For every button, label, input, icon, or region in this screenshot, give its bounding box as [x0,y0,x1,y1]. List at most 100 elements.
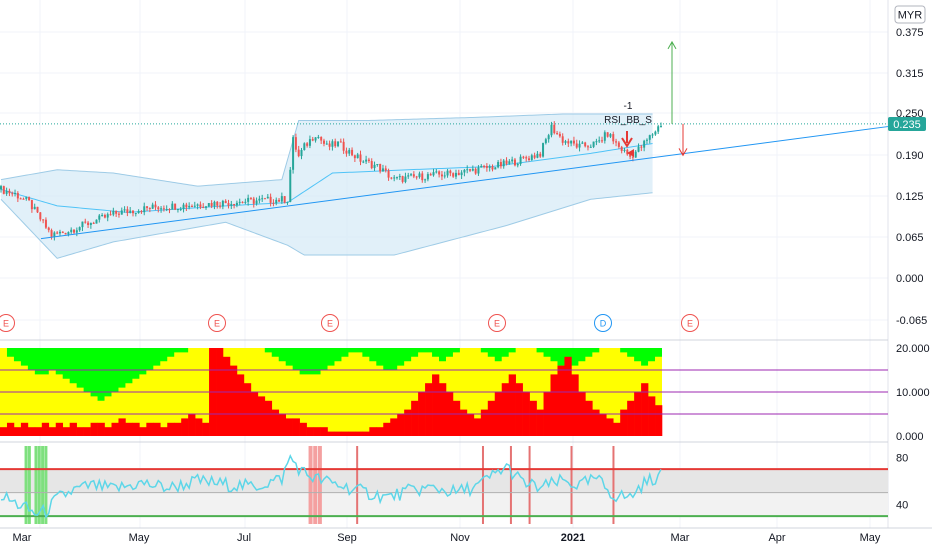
candle-body [623,149,626,151]
red-zone-bar [564,356,572,436]
red-zone-bar [90,422,98,436]
trend-line [40,126,889,240]
rsi-pane[interactable]: 80 40 [0,446,908,524]
candle-body [275,199,278,204]
red-zone-bar [599,414,607,436]
trend-line[interactable] [40,126,889,240]
candle-body [339,141,342,143]
event-marker-earnings[interactable]: E [321,314,339,332]
candle-body [460,172,463,176]
candle-body [70,229,73,233]
earnings-icon[interactable] [681,314,699,332]
rsi-sell-marker [308,446,313,524]
red-zone-bar [397,414,405,436]
price-pane[interactable]: -1 RSI_BB_S E E E E D E [0,40,889,332]
candle-body [241,201,244,203]
red-zone-bar [167,422,175,436]
price-axis[interactable]: MYR 0.3750.3150.2500.1900.1250.0650.000-… [888,5,927,327]
event-marker-earnings[interactable]: E [681,314,699,332]
event-marker-earnings[interactable]: E [0,314,15,332]
earnings-icon[interactable] [488,314,506,332]
event-marker-earnings[interactable]: E [208,314,226,332]
candle-body [485,165,488,168]
candle-body [216,201,219,206]
candle-body [603,132,606,141]
candle-body [160,208,163,210]
red-zone-bar [264,400,273,436]
candle-body [513,159,516,166]
candle-body [176,208,179,210]
red-zone-bar [306,427,314,436]
candle-body [42,219,45,221]
candle-body [508,161,511,164]
candle-body [376,163,379,165]
red-zone-bar [459,409,468,436]
red-zone-bar [404,409,412,436]
candle-body [196,204,199,206]
red-zone-bar [292,418,300,436]
red-zone-bar [327,431,335,436]
red-zone-bar [320,427,328,436]
candle-body [634,151,637,158]
red-zone-bar [13,427,22,436]
candle-body [359,154,362,162]
y-tick-label: 0.375 [896,27,924,39]
y-tick-labels: 0.3750.3150.2500.1900.1250.0650.000-0.06… [896,27,927,327]
bb-upper-line [0,113,653,187]
currency-badge[interactable] [894,5,926,24]
time-axis[interactable]: Mar May Jul Sep Nov 2021 Mar Apr May [13,532,881,544]
earnings-icon[interactable] [321,314,339,332]
earnings-icon[interactable] [208,314,226,332]
event-marker-dividend[interactable]: D [594,314,612,332]
candle-body [185,204,188,208]
candlesticks [0,121,662,241]
candle-body [415,176,418,178]
zone-indicator-pane[interactable]: 20.000 10.000 0.000 [0,343,930,443]
candle-body [67,232,70,235]
candle-body [179,208,182,210]
candle-body [255,200,258,204]
red-zone-bar [390,418,398,436]
target-down-arrow-icon [678,123,688,157]
red-zone-bar [62,427,70,436]
candle-body [457,172,460,176]
candle-body [367,159,370,162]
candle-body [140,211,143,213]
candle-body [412,174,415,177]
event-marker-earnings[interactable]: E [488,314,506,332]
candle-body [410,174,413,176]
candle-body [575,143,578,148]
dividend-icon[interactable] [594,314,612,332]
red-zone-bar [466,414,475,436]
red-zone-bar [432,374,440,436]
candle-body [626,149,629,155]
red-zone-bar [160,427,168,436]
candle-body [418,173,421,178]
candle-body [466,169,469,171]
candle-body [407,175,410,177]
rsi-sell-marker [612,446,615,524]
candle-body [494,167,497,170]
candle-body [530,155,533,160]
red-zone-bar [271,409,280,436]
candle-body [47,227,50,231]
red-zone-bar [585,400,593,436]
candle-body [631,156,634,158]
candle-body [106,214,109,218]
candle-body [660,125,662,127]
red-zone-bar [452,400,461,436]
candle-body [317,136,320,138]
y-tick-label: 0.065 [896,232,924,244]
candle-body [98,215,101,220]
red-zone-bar [41,422,50,436]
candle-body [33,206,36,210]
candle-body [620,146,623,151]
earnings-icon[interactable] [0,314,15,332]
red-zone-bar [195,418,203,436]
red-zone-bar [48,427,57,436]
rsi-y-tick-label: 80 [896,452,908,464]
candle-body [390,177,393,179]
candle-body [379,163,382,172]
red-zone-bar [125,422,133,436]
